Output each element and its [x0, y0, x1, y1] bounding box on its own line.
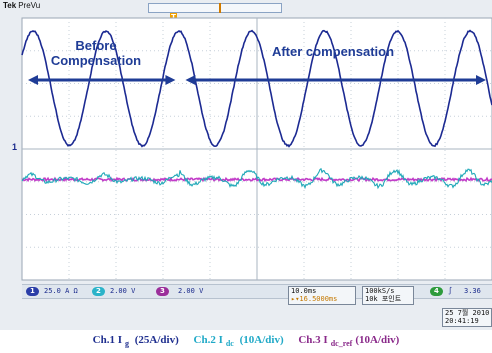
trigger-position-marker[interactable]: [219, 3, 221, 13]
before-label-line1: Before: [75, 38, 116, 53]
timebase-value: 10.0ms: [291, 287, 317, 295]
trigger-delay-value: ▸▾16.5000ms: [291, 295, 338, 303]
time-value: 20:41:19: [445, 317, 479, 325]
status-bar: 1 25.0 A Ω 2 2.00 V 3 2.00 V 4 ∫ 3.36 10…: [22, 282, 492, 330]
ch1-badge[interactable]: 1: [26, 287, 39, 296]
before-arrow-right-head-icon: [165, 75, 176, 85]
date-value: 25 7월 2010: [445, 309, 490, 317]
record-length-value: 10k 포인트: [365, 295, 402, 303]
ch3-badge[interactable]: 3: [156, 287, 169, 296]
annotation-arrows: [28, 75, 486, 85]
after-arrow-right-head-icon: [476, 75, 486, 85]
scope-brand: Tek PreVu: [3, 1, 41, 10]
channel-status-row: 1 25.0 A Ω 2 2.00 V 3 2.00 V 4 ∫ 3.36: [22, 284, 492, 299]
ch2-scale[interactable]: 2.00 V: [110, 287, 136, 295]
acquisition-readout[interactable]: 100kS/s 10k 포인트: [362, 286, 414, 305]
ch2-badge[interactable]: 2: [92, 287, 105, 296]
trigger-level[interactable]: 3.36: [464, 287, 481, 295]
before-label-line2: Compensation: [51, 53, 141, 68]
ch3-scale[interactable]: 2.00 V: [178, 287, 204, 295]
annotation-text: Before Compensation After compensation: [51, 38, 394, 68]
after-label: After compensation: [272, 44, 394, 59]
datetime-readout: 25 7월 2010 20:41:19: [442, 308, 492, 327]
after-arrow-left-head-icon: [185, 75, 196, 85]
trigger-slope-icon[interactable]: ∫: [448, 287, 453, 295]
trigger-marker-icon[interactable]: T: [170, 13, 177, 21]
ch1-ground-marker[interactable]: 1: [12, 142, 18, 152]
trigger-source-badge[interactable]: 4: [430, 287, 443, 296]
before-arrow-left-head-icon: [28, 75, 38, 85]
ch3-trace: [21, 176, 492, 183]
ch2-trace: [21, 167, 492, 190]
record-position-bar[interactable]: [148, 3, 282, 13]
ch1-scale[interactable]: 25.0 A Ω: [44, 287, 78, 295]
graticule: [22, 18, 492, 280]
sample-rate-value: 100kS/s: [365, 287, 395, 295]
timebase-readout[interactable]: 10.0ms ▸▾16.5000ms: [288, 286, 356, 305]
